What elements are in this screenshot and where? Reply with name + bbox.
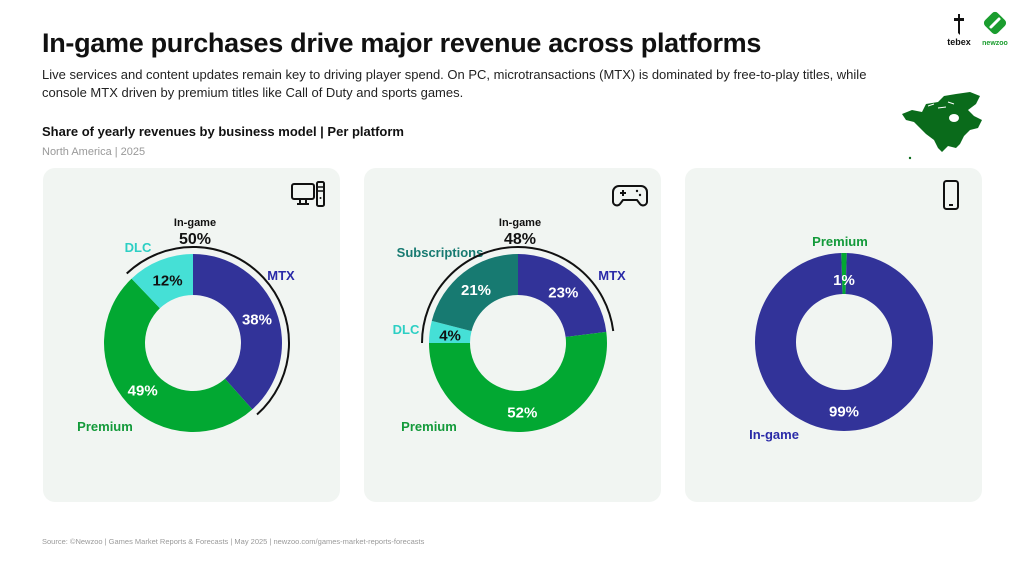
gamepad-icon (612, 185, 648, 207)
slice-label-subscriptions: Subscriptions (397, 245, 484, 260)
donut-chart-pc: 38% 49% 12% MTX Premium DLC In-game 50% (77, 217, 295, 434)
slice-value-mtx: 38% (242, 312, 272, 329)
donut-slice-dlc (131, 254, 193, 309)
chart-card-console: 23% 52% 4% 21% MTX Premium DLC Subscriptions In-… (364, 168, 661, 502)
slice-label-dlc: DLC (393, 322, 420, 337)
donut-slice-dlc (429, 320, 472, 343)
logos: tebex newzoo (944, 10, 1016, 50)
donut-slice-mtx (518, 254, 607, 337)
slice-value-in-game: 99% (829, 404, 859, 421)
chart-region-year: North America | 2025 (42, 146, 146, 158)
slice-label-premium: Premium (812, 234, 868, 249)
chart-title: Share of yearly revenues by business mod… (42, 124, 404, 139)
source-footnote: Source: ©Newzoo | Games Market Reports &… (42, 537, 425, 546)
slice-label-premium: Premium (77, 419, 133, 434)
donut-slice-mtx (193, 254, 282, 410)
slice-label-dlc: DLC (125, 240, 152, 255)
tebex-wordmark: tebex (947, 37, 971, 47)
smartphone-icon (943, 180, 959, 210)
chart-card-mobile: 1% 99% Premium In-game (685, 168, 982, 502)
donut-slice-premium (429, 331, 607, 433)
slice-value-subscriptions: 21% (461, 282, 491, 299)
newzoo-logo-icon: newzoo (982, 11, 1008, 47)
slice-label-premium: Premium (401, 419, 457, 434)
donut-chart-console: 23% 52% 4% 21% MTX Premium DLC Subscriptions In-… (393, 217, 626, 434)
in-game-group-bracket (421, 246, 615, 344)
chart-card-pc: 38% 49% 12% MTX Premium DLC In-game 50% (43, 168, 340, 502)
slice-value-premium: 1% (833, 272, 855, 289)
group-label: In-game (499, 217, 541, 229)
in-game-group-bracket (126, 245, 291, 416)
page-title: In-game purchases drive major revenue ac… (42, 28, 762, 58)
donut-chart-mobile: 1% 99% Premium In-game (749, 234, 933, 442)
slice-value-mtx: 23% (548, 285, 578, 302)
desktop-pc-icon (291, 181, 325, 207)
slice-value-premium: 52% (507, 404, 537, 421)
slice-value-premium: 49% (128, 382, 158, 399)
group-label: In-game (174, 217, 216, 229)
group-value: 50% (179, 231, 211, 248)
page-subtitle: Live services and content updates remain… (42, 67, 867, 100)
north-america-map-icon (898, 90, 988, 162)
donut-slice-premium (103, 278, 253, 433)
slice-label-mtx: MTX (267, 268, 295, 283)
tebex-logo-icon: tebex (947, 14, 971, 47)
donut-slice-in-game (755, 253, 933, 432)
slice-value-dlc: 12% (153, 272, 183, 289)
donut-slice-subscriptions (431, 254, 518, 332)
newzoo-wordmark: newzoo (982, 40, 1008, 47)
donut-slice-premium (841, 253, 847, 295)
slice-value-dlc: 4% (439, 327, 461, 344)
slice-label-in-game: In-game (749, 427, 799, 442)
slice-label-mtx: MTX (598, 268, 626, 283)
group-value: 48% (504, 231, 536, 248)
